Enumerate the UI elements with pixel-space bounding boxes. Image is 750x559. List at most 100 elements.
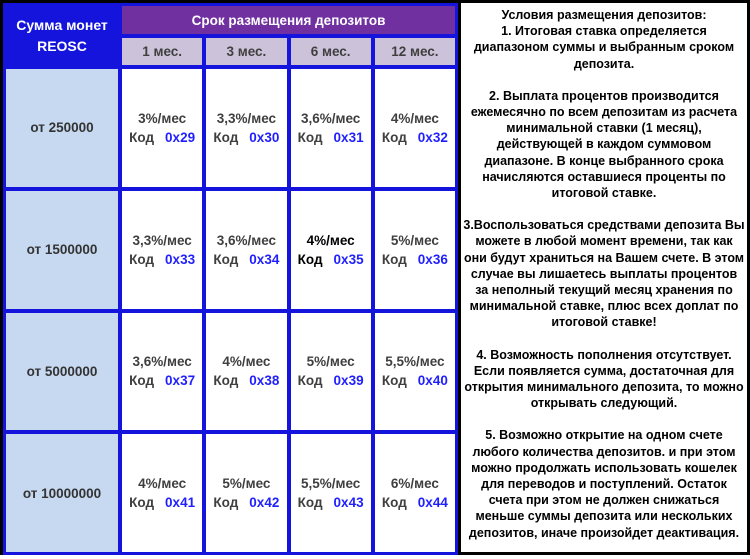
code-label: Код xyxy=(297,495,323,511)
code-value: 0x30 xyxy=(249,129,280,145)
code-label: Код xyxy=(381,251,407,267)
rate-value: 3,6%/мес xyxy=(300,110,361,126)
rate-cell: 6%/мес Код 0x44 xyxy=(374,434,455,552)
condition-paragraph-6: 6. Периодически, с ростом количества мон… xyxy=(463,557,745,559)
condition-paragraph-4: 4. Возможность пополнения отсутствует. Е… xyxy=(464,347,744,411)
condition-paragraph-2: 2. Выплата процентов производится ежемес… xyxy=(470,88,738,201)
conditions-panel: Условия размещения депозитов: 1. Итогова… xyxy=(458,0,750,559)
code-line: Код 0x44 xyxy=(382,495,448,510)
rate-value: 3,3%/мес xyxy=(216,110,277,126)
rate-cell: 5%/мес Код 0x36 xyxy=(374,190,455,309)
amount-cell: от 250000 xyxy=(6,69,118,187)
code-line: Код 0x39 xyxy=(298,373,364,388)
corner-title-line2: REOSC xyxy=(37,37,87,54)
column-header-3mo: 3 мес. xyxy=(206,38,287,65)
code-label: Код xyxy=(129,373,155,389)
rate-value: 5%/мес xyxy=(222,476,271,492)
rate-cell: 3%/мес Код 0x29 xyxy=(122,69,203,187)
code-value: 0x31 xyxy=(333,129,364,145)
code-line: Код 0x29 xyxy=(129,130,195,145)
code-label: Код xyxy=(381,495,407,511)
code-line: Код 0x36 xyxy=(382,252,448,267)
rate-cell: 4%/мес Код 0x35 xyxy=(290,190,371,309)
rate-cell: 3,3%/мес Код 0x30 xyxy=(206,69,287,187)
rate-value: 3,3%/мес xyxy=(132,232,192,248)
rate-value: 5,5%/мес xyxy=(300,476,361,492)
code-label: Код xyxy=(297,129,323,145)
rate-cell: 4%/мес Код 0x32 xyxy=(374,69,455,187)
code-value: 0x37 xyxy=(165,373,196,389)
code-line: Код 0x38 xyxy=(213,373,279,388)
rate-cell: 5,5%/мес Код 0x40 xyxy=(374,312,455,431)
rate-value: 4%/мес xyxy=(222,354,271,370)
rate-value: 4%/мес xyxy=(390,110,439,126)
deposit-rates-table: Сумма монет REOSC Срок размещения депози… xyxy=(0,0,458,555)
rate-cell: 3,3%/мес Код 0x33 xyxy=(122,190,203,309)
rate-cell: 5,5%/мес Код 0x43 xyxy=(290,434,371,552)
rate-value: 4%/мес xyxy=(138,476,187,492)
amount-cell: от 10000000 xyxy=(6,434,118,552)
code-label: Код xyxy=(213,495,239,511)
condition-paragraph-1: 1. Итоговая ставка определяется диапазон… xyxy=(473,24,735,71)
code-label: Код xyxy=(213,373,239,389)
condition-paragraph-5: 5. Возможно открытие на одном счете любо… xyxy=(468,428,740,540)
rate-value: 3,6%/мес xyxy=(132,354,192,370)
rate-value: 3,6%/мес xyxy=(216,232,277,248)
conditions-title: Условия размещения депозитов: xyxy=(501,8,707,22)
code-label: Код xyxy=(213,251,239,267)
code-line: Код 0x40 xyxy=(382,373,448,388)
code-label: Код xyxy=(129,495,155,511)
code-value: 0x33 xyxy=(165,251,196,267)
rate-cell: 3,6%/мес Код 0x34 xyxy=(206,190,287,309)
code-value: 0x36 xyxy=(417,251,448,267)
code-value: 0x35 xyxy=(333,251,364,267)
amount-cell: от 5000000 xyxy=(6,312,118,431)
amount-cell: от 1500000 xyxy=(6,190,118,309)
code-value: 0x29 xyxy=(165,129,196,145)
rate-cell: 5%/мес Код 0x42 xyxy=(206,434,287,552)
code-value: 0x44 xyxy=(417,495,448,511)
code-line: Код 0x37 xyxy=(129,373,195,388)
code-line: Код 0x43 xyxy=(298,495,364,510)
code-label: Код xyxy=(213,129,239,145)
code-value: 0x32 xyxy=(417,129,448,145)
code-value: 0x42 xyxy=(249,495,280,511)
rate-value: 5%/мес xyxy=(306,354,355,370)
rate-cell: 3,6%/мес Код 0x31 xyxy=(290,69,371,187)
code-label: Код xyxy=(297,373,323,389)
rate-value: 3%/мес xyxy=(138,110,187,126)
code-label: Код xyxy=(129,251,155,267)
code-line: Код 0x34 xyxy=(213,252,279,267)
condition-paragraph-3: 3.Воспользоваться средствами депозита Вы… xyxy=(463,218,745,330)
code-line: Код 0x41 xyxy=(129,495,195,510)
table-corner-title: Сумма монет REOSC xyxy=(6,6,118,65)
rate-value: 4%/мес xyxy=(306,232,355,248)
code-value: 0x41 xyxy=(165,495,196,511)
rate-value: 5%/мес xyxy=(390,232,439,248)
rate-cell: 3,6%/мес Код 0x37 xyxy=(122,312,203,431)
code-line: Код 0x32 xyxy=(382,130,448,145)
code-value: 0x38 xyxy=(249,373,280,389)
rate-value: 6%/мес xyxy=(390,476,439,492)
code-value: 0x40 xyxy=(417,373,448,389)
code-value: 0x34 xyxy=(249,251,280,267)
column-header-12mo: 12 мес. xyxy=(374,38,455,65)
code-label: Код xyxy=(381,129,407,145)
code-value: 0x39 xyxy=(333,373,364,389)
code-line: Код 0x42 xyxy=(213,495,279,510)
period-header: Срок размещения депозитов xyxy=(122,6,455,34)
code-line: Код 0x30 xyxy=(213,130,279,145)
code-label: Код xyxy=(297,251,323,267)
rate-cell: 4%/мес Код 0x38 xyxy=(206,312,287,431)
column-header-1mo: 1 мес. xyxy=(122,38,203,65)
rate-cell: 4%/мес Код 0x41 xyxy=(122,434,203,552)
code-label: Код xyxy=(381,373,407,389)
code-label: Код xyxy=(129,129,155,145)
rate-value: 5,5%/мес xyxy=(385,354,445,370)
corner-title-line1: Сумма монет xyxy=(16,16,108,33)
code-line: Код 0x33 xyxy=(129,252,195,267)
code-value: 0x43 xyxy=(333,495,364,511)
rate-cell: 5%/мес Код 0x39 xyxy=(290,312,371,431)
code-line: Код 0x35 xyxy=(298,252,364,267)
